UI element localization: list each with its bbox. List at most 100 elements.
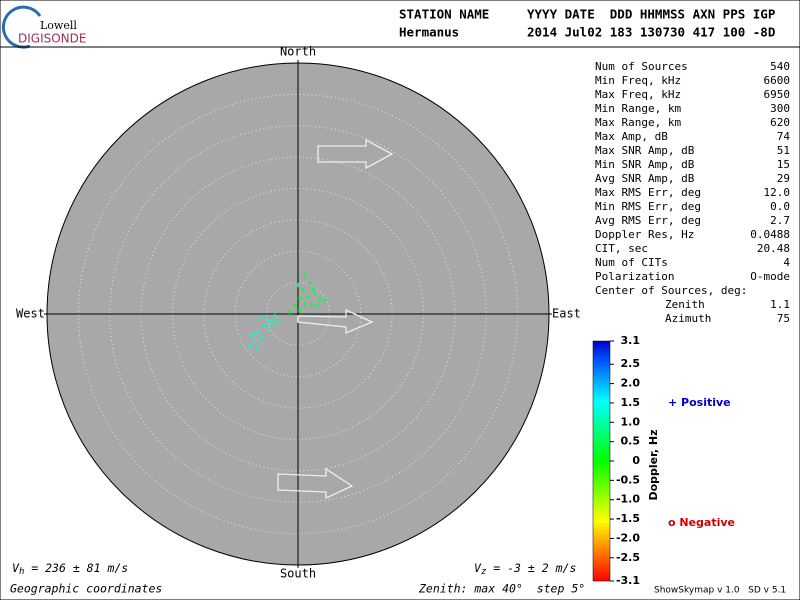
colorbar-tick-label: 3.1 [621,334,641,347]
source [302,273,307,278]
footer: ShowSkymap v 1.0 SD v 5.1 [654,586,786,596]
source [260,315,265,320]
header-col: STATION NAME [399,7,489,22]
stat-label: Max Freq, kHz [595,88,681,101]
stat-value: 1.1 [770,298,790,311]
vh: Vh = 236 ± 81 m/s [12,561,128,577]
stat-value: 540 [770,60,790,73]
stat-label: Max Range, km [595,116,681,129]
stat-value: 620 [770,116,790,129]
source [260,335,265,340]
stat-label: Zenith [665,298,705,311]
stat-label: Azimuth [665,312,711,325]
coords: Geographic coordinates [10,582,162,596]
stat-value: 51 [777,144,790,157]
stat-label: Num of Sources [595,60,688,73]
stat-value: 2.7 [770,214,790,227]
sym: V [474,561,482,575]
txt: = 236 ± 81 m/s [24,561,128,575]
source [250,332,255,337]
source [307,281,312,286]
arrow [277,467,354,500]
sub: z [481,567,486,577]
colorbar-tick-label: 2.0 [621,377,641,390]
sym: V [12,561,20,575]
source [297,308,302,313]
stat-label: Min Freq, kHz [595,74,681,87]
colorbar [592,340,611,582]
stat-label: Min Range, km [595,102,681,115]
source [248,344,253,349]
source [255,345,260,350]
source [301,288,306,293]
colorbar-tick-label: -3.1 [616,574,640,587]
colorbar-tick-label: 0 [632,454,640,467]
arrows [277,138,394,500]
station: Hermanus [399,25,459,40]
logo-top: Lowell [40,19,77,32]
stat-label: Polarization [595,270,674,283]
arrow [317,138,394,170]
stat-value: 300 [770,102,790,115]
source [312,291,317,296]
stat-value: 75 [777,312,790,325]
source [270,322,275,327]
source [262,323,267,328]
stat-label: Num of CITs [595,256,668,269]
colorbar-tick-label: 1.5 [621,396,641,409]
stat-label: Doppler Res, Hz [595,228,694,241]
colorbar-tick-label: -0.5 [616,473,640,486]
stat-label: CIT, sec [595,242,648,255]
dir-south: South [280,567,316,581]
stat-value: 6950 [764,88,791,101]
source [311,286,316,291]
colorbar-label: Doppler, Hz [647,429,660,500]
source [317,296,322,301]
colorbar-tick-label: -1.0 [616,493,640,506]
stat-label: Avg RMS Err, deg [595,214,701,227]
fields: 2014 Jul02 183 130730 417 100 -8D [527,25,775,40]
stat-label: Max RMS Err, deg [595,186,701,199]
source [255,330,260,335]
stat-label: Min SNR Amp, dB [595,158,695,171]
source [265,327,270,332]
source [272,313,277,318]
logo-swoosh [1,5,42,49]
source [297,296,302,301]
stat-value: 29 [777,172,790,185]
colorbar-tick-label: -2.0 [616,531,640,544]
vz: Vz = -3 ± 2 m/s [474,561,576,577]
arrow [297,308,374,334]
stat-value: 0.0488 [750,228,790,241]
stat-label: Max SNR Amp, dB [595,144,695,157]
header-col: YYYY DATE DDD HHMMSS AXN PPS IGP [527,7,775,22]
stat-value: O-mode [750,270,790,283]
logo-bottom: DIGISONDE [18,32,86,46]
colorbar-tick-label: 0.5 [621,435,641,448]
source [316,303,321,308]
stat-label: Avg SNR Amp, dB [595,172,695,185]
dir-east: East [552,307,581,321]
source [306,295,311,300]
legend-positive: + Positive [668,396,731,409]
txt: = -3 ± 2 m/s [486,561,576,575]
stat-label: Max Amp, dB [595,130,668,143]
stat-value: 20.48 [757,242,790,255]
stat-value: 15 [777,158,790,171]
center-title: Center of Sources, deg: [595,284,747,297]
stat-value: 0.0 [770,200,790,213]
colorbar-tick-label: 1.0 [621,415,641,428]
dir-north: North [280,45,316,59]
zenith-note: Zenith: max 40° step 5° [418,582,585,596]
source [267,318,272,323]
colorbar-tick-label: -2.5 [616,551,640,564]
stat-value: 74 [777,130,791,143]
dir-west: West [16,307,45,321]
colorbar-tick-label: 2.5 [621,357,641,370]
source [275,320,280,325]
source [296,283,300,288]
source [309,303,314,308]
source [322,298,327,303]
stat-value: 4 [783,256,790,269]
